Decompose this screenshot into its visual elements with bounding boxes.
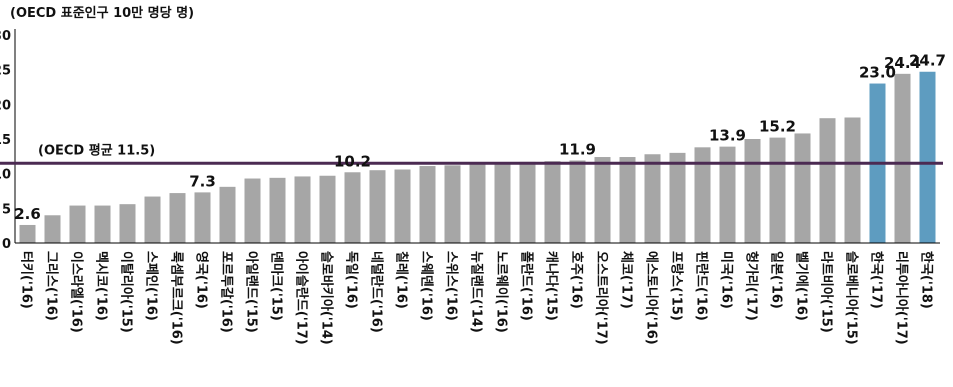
x-tick-label: 벨기에('16) [794, 251, 810, 321]
x-tick-label: 스페인('16) [144, 251, 160, 321]
bar [19, 224, 36, 243]
bar [444, 165, 461, 243]
y-tick-label: 30 [0, 29, 11, 44]
y-tick-label: 20 [0, 98, 11, 113]
x-tick-label: 멕시코('16) [94, 251, 110, 321]
x-tick-label: 독일('16) [344, 251, 359, 309]
y-tick-label: 5 [2, 202, 11, 217]
x-tick-label: 핀란드('16) [694, 251, 710, 321]
x-tick-label: 영국('16) [194, 251, 209, 309]
data-label: 23.0 [859, 64, 896, 82]
bar [469, 163, 486, 243]
bar [369, 170, 386, 243]
bar [44, 215, 61, 243]
oecd-average-label: (OECD 평균 11.5) [38, 142, 155, 158]
bar [294, 176, 311, 243]
x-tick-label: 한국('18) [919, 251, 935, 309]
bar [94, 205, 111, 243]
bar [669, 152, 686, 243]
bar [269, 177, 286, 243]
x-tick-label: 포르투갈('16) [219, 251, 234, 333]
bar [644, 154, 661, 243]
bar [119, 204, 136, 243]
x-tick-label: 캐나다('15) [544, 251, 560, 321]
data-label: 15.2 [759, 118, 796, 136]
x-tick-label: 아이슬란드('17) [294, 251, 310, 345]
x-tick-label: 헝가리('17) [744, 251, 760, 321]
bar [794, 133, 811, 243]
data-label: 24.4 [884, 54, 921, 72]
x-tick-label: 이스라엘('16) [69, 251, 85, 333]
x-tick-label: 프랑스('15) [669, 251, 684, 321]
y-tick-label: 0 [2, 237, 11, 252]
data-label: 13.9 [709, 127, 746, 145]
x-tick-label: 룩셈부르크('16) [169, 251, 184, 345]
x-tick-label: 노르웨이('16) [494, 251, 510, 333]
x-tick-label: 리투아니아('17) [894, 251, 910, 345]
x-tick-label: 스위스('16) [444, 251, 459, 321]
data-label: 7.3 [189, 172, 216, 190]
x-tick-label: 뉴질랜드('14) [469, 251, 485, 333]
x-tick-label: 이탈리아('15) [119, 251, 135, 333]
x-tick-label: 라트비아('15) [819, 251, 835, 333]
y-tick-label: 10 [0, 168, 11, 183]
bar [169, 193, 186, 243]
x-tick-label: 에스토니아('16) [644, 251, 660, 345]
x-tick-label: 미국('16) [719, 251, 735, 309]
bar [744, 139, 761, 243]
bar [69, 205, 86, 243]
data-label: 24.7 [909, 52, 946, 70]
bar [719, 146, 736, 243]
y-tick-label: 15 [0, 133, 11, 148]
bar [319, 175, 336, 243]
bar [594, 157, 611, 243]
x-tick-label: 그리스('16) [44, 251, 60, 321]
x-tick-label: 스웨덴('16) [419, 251, 435, 321]
bar [519, 161, 536, 243]
bar [344, 172, 361, 243]
bar [844, 117, 861, 243]
bar [494, 162, 511, 243]
bar [394, 169, 411, 243]
x-tick-label: 칠레('16) [394, 251, 410, 309]
x-tick-label: 일본('16) [769, 251, 784, 309]
bar [419, 166, 436, 243]
x-tick-label: 네덜란드('16) [369, 251, 385, 333]
bar [244, 178, 261, 243]
bar [194, 192, 211, 243]
bar [219, 186, 236, 243]
bar [569, 160, 586, 243]
bar [544, 161, 561, 243]
data-label: 2.6 [14, 205, 41, 223]
data-label: 10.2 [334, 152, 371, 170]
data-label: 11.9 [559, 140, 596, 158]
bar [694, 147, 711, 243]
x-tick-label: 폴란드('16) [519, 251, 534, 321]
bar [819, 118, 836, 243]
y-unit-label: (OECD 표준인구 10만 명당 명) [10, 6, 195, 21]
x-tick-label: 호주('16) [569, 251, 584, 309]
x-tick-label: 아일랜드('15) [244, 251, 260, 333]
x-tick-label: 체코('17) [619, 251, 634, 309]
x-tick-label: 슬로베니아('15) [844, 251, 860, 345]
x-tick-label: 덴마크('15) [269, 251, 285, 321]
x-tick-label: 슬로바키아('14) [319, 251, 335, 345]
bar [769, 137, 786, 243]
bar [144, 196, 161, 243]
bar [919, 71, 936, 243]
bar [619, 157, 636, 243]
x-tick-label: 오스트리아('17) [594, 251, 610, 345]
bar [894, 73, 911, 244]
x-tick-label: 한국('17) [869, 251, 885, 309]
x-tick-label: 터키('16) [19, 251, 35, 309]
y-tick-label: 25 [0, 64, 11, 79]
